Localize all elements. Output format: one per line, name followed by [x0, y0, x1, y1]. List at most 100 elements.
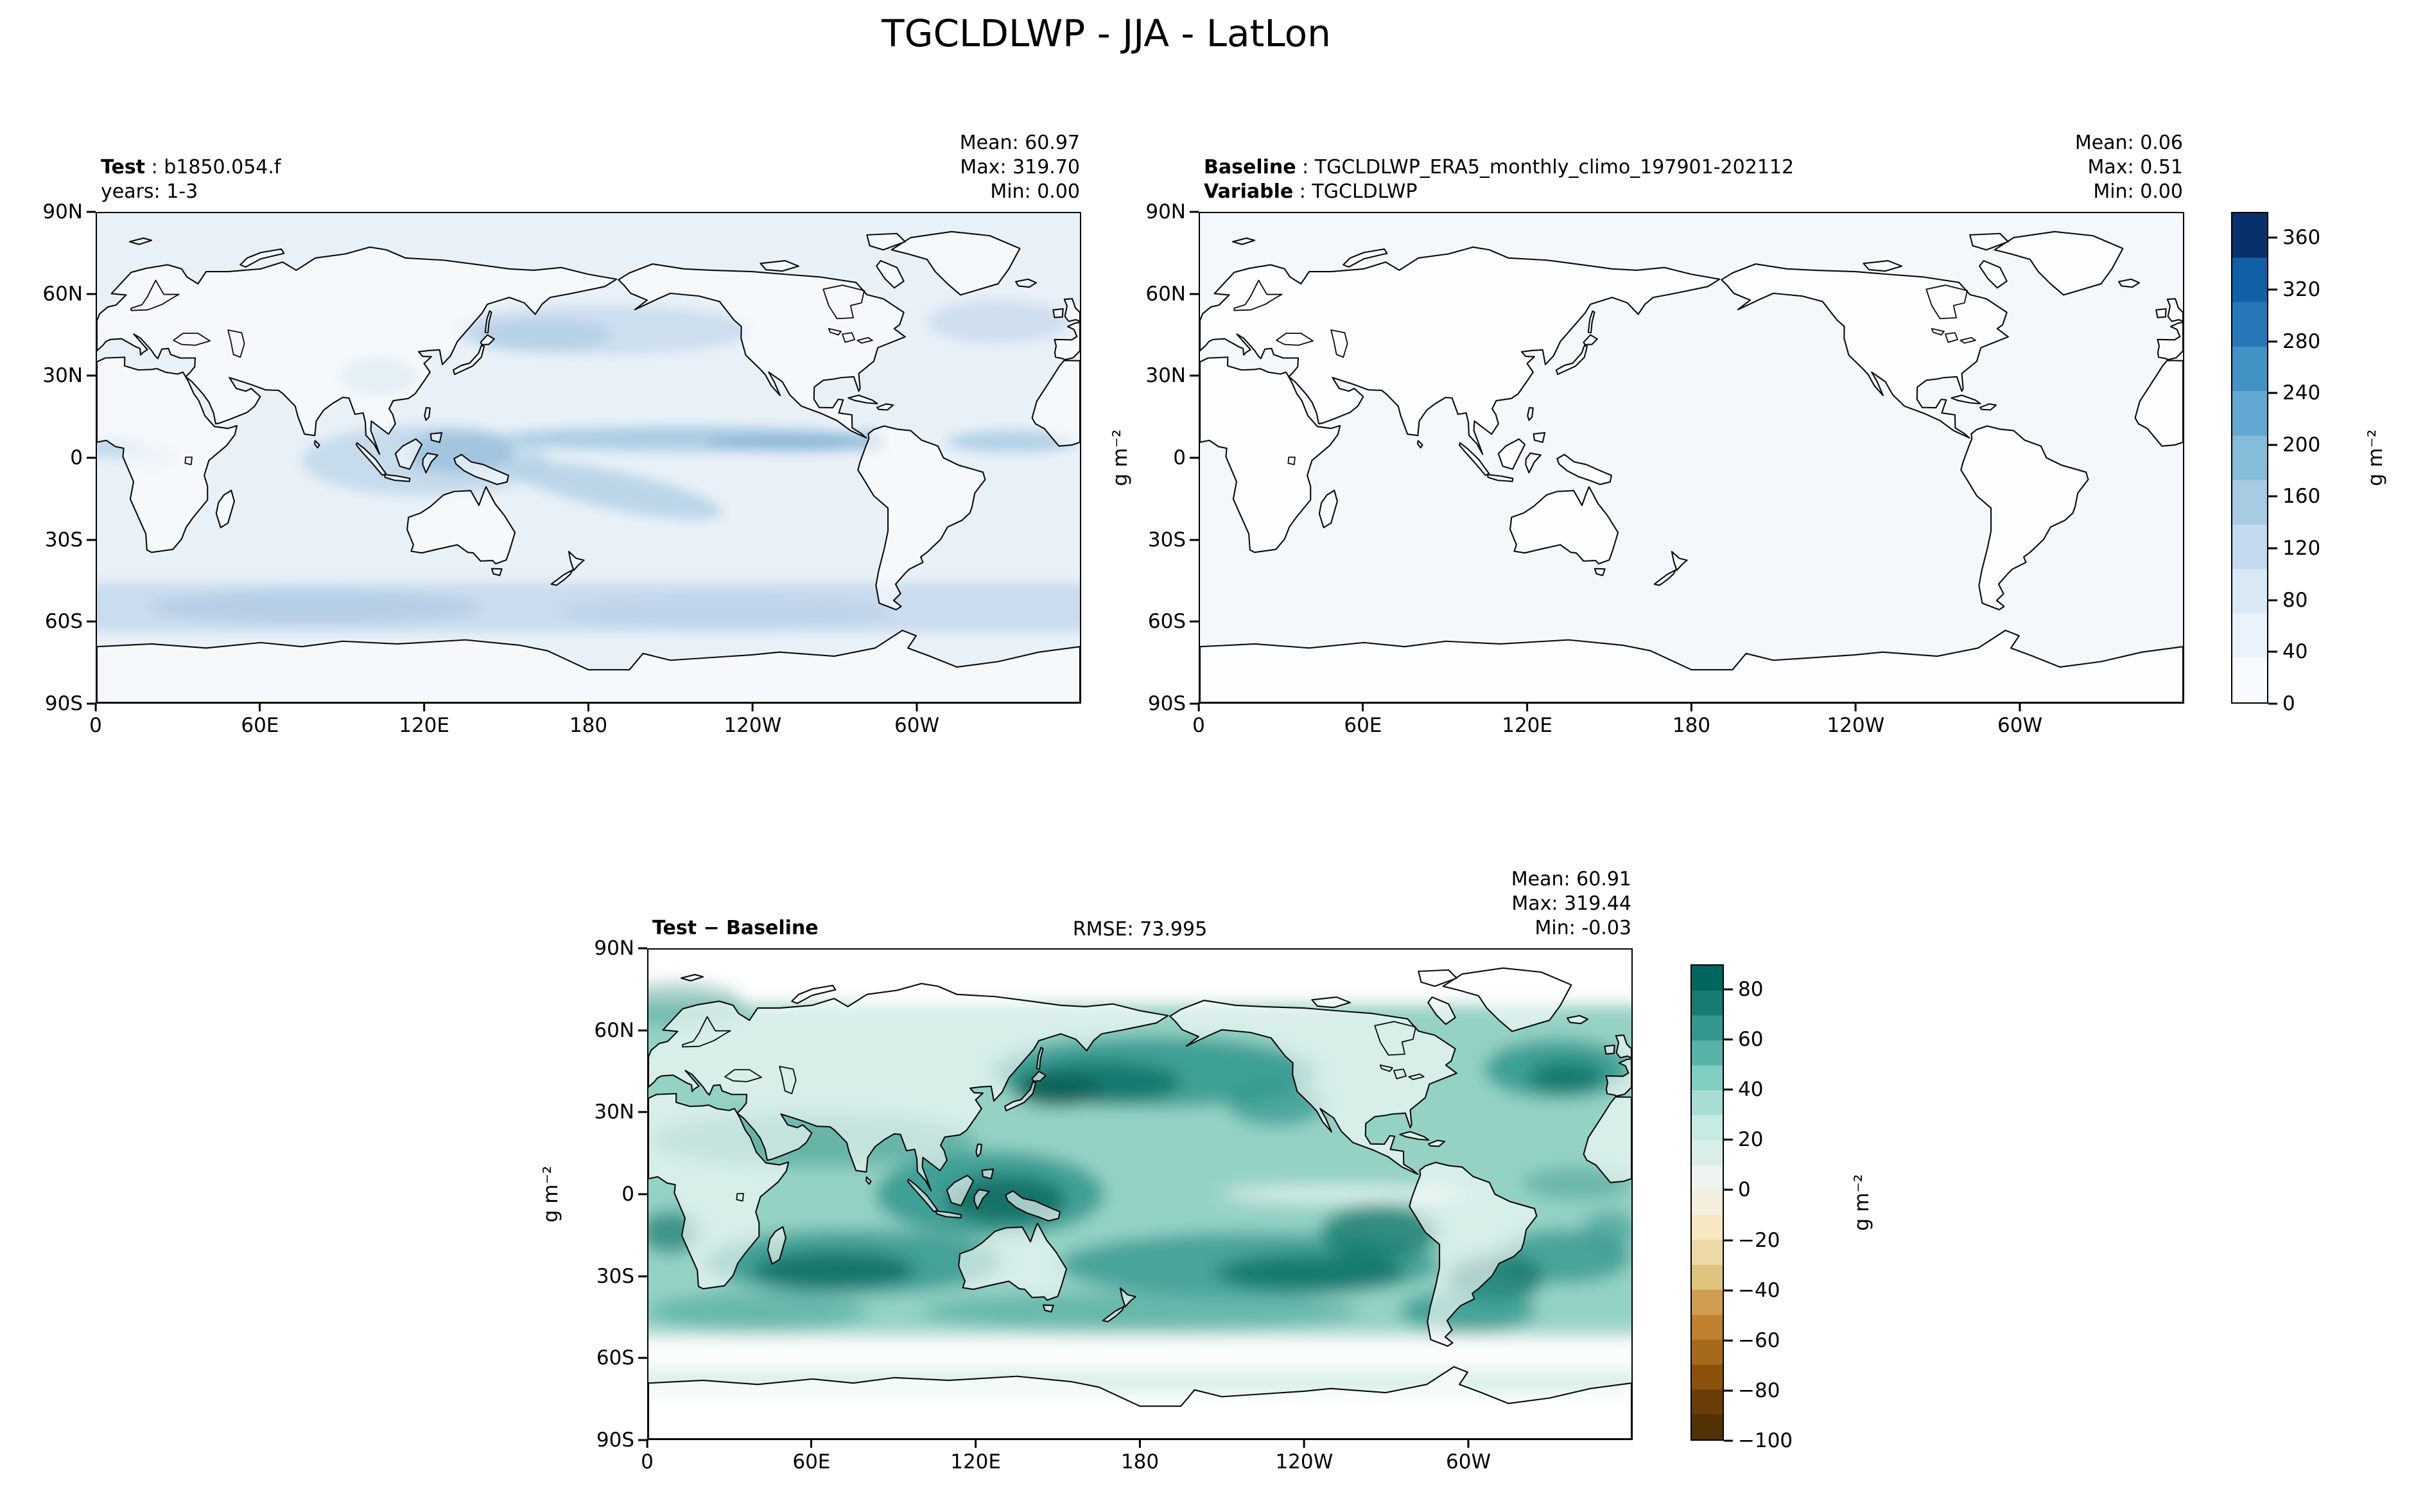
tick-label: 60S [1147, 610, 1186, 634]
panel-diff-rmse: RMSE: 73.995 [1072, 918, 1208, 941]
tick-label: 0 [621, 1183, 634, 1206]
panel-baseline: Baseline : TGCLDLWP_ERA5_monthly_climo_1… [1145, 132, 2184, 737]
tick-label: −20 [1738, 1228, 1780, 1252]
tick-label: 60 [1738, 1028, 1764, 1052]
baseline-variable-line: Variable : TGCLDLWP [1204, 180, 1794, 204]
colorbar-blues-gradient [2232, 213, 2267, 702]
stat-mean: Mean: 0.06 [2074, 132, 2183, 154]
panel-diff-stats: Mean: 60.91 Max: 319.44 Min: -0.03 [1511, 867, 1631, 941]
tick-label: 160 [2282, 485, 2321, 508]
tick-label: 0 [1192, 714, 1205, 737]
tick-label: 120E [950, 1450, 1001, 1473]
tick-label: 90S [44, 692, 83, 715]
tick-label: 60W [1997, 714, 2043, 737]
tick-label: 60W [1446, 1450, 1491, 1473]
tick-label: 30S [1147, 528, 1186, 552]
tick-label: 60N [1145, 282, 1186, 306]
tick-label: 180 [1672, 714, 1711, 737]
map-baseline [1200, 213, 2183, 702]
tick-label: 80 [2282, 588, 2308, 612]
tick-label: 40 [1738, 1078, 1764, 1102]
baseline-value: : TGCLDLWP_ERA5_monthly_climo_197901-202… [1296, 156, 1795, 178]
tick-label: 30S [44, 528, 83, 552]
tick-label: 0 [1738, 1178, 1751, 1202]
tick-label: 200 [2282, 433, 2321, 456]
tick-label: 60N [594, 1018, 634, 1042]
stat-max: Max: 319.70 [960, 156, 1080, 178]
tick-label: 90S [1147, 692, 1186, 715]
tick-label: 360 [2282, 226, 2321, 250]
stat-mean: Mean: 60.91 [1511, 868, 1631, 891]
tick-label: 180 [569, 714, 608, 737]
stat-mean: Mean: 60.97 [959, 132, 1080, 154]
tick-label: 60S [44, 610, 83, 634]
tick-label: 280 [2282, 329, 2321, 353]
tick-label: 120 [2282, 537, 2321, 560]
panel-baseline-header: Baseline : TGCLDLWP_ERA5_monthly_climo_1… [1204, 155, 1794, 204]
tick-label: 120W [724, 714, 782, 737]
panel-diff: Test − Baseline RMSE: 73.995 Mean: 60.91… [594, 868, 1633, 1473]
colorbar-brbg: 80 60 40 20 0 −20 −40 −60 −80 −100 [1690, 964, 1793, 1452]
years-value: years: 1-3 [101, 180, 198, 203]
tick-label: 180 [1120, 1450, 1160, 1473]
tick-label: 30N [1145, 364, 1186, 388]
tick-label: 0 [2282, 692, 2295, 715]
tick-label: 20 [1738, 1128, 1764, 1152]
tick-label: 90S [596, 1429, 634, 1452]
tick-label: 120W [1827, 714, 1885, 737]
stat-max: Max: 0.51 [2087, 156, 2183, 178]
tick-label: 120W [1275, 1450, 1334, 1473]
tick-label: 60S [596, 1346, 634, 1370]
panel-test-header: Test : b1850.054.f years: 1-3 [101, 155, 281, 204]
tick-label: −80 [1738, 1378, 1780, 1402]
variable-label: Variable [1204, 180, 1294, 203]
tick-label: 120E [1502, 714, 1552, 737]
tick-label: 40 [2282, 640, 2308, 664]
stat-min: Min: 0.00 [990, 180, 1080, 203]
panel-test: Test : b1850.054.f years: 1-3 Mean: 60.9… [42, 132, 1081, 737]
tick-label: −40 [1738, 1278, 1780, 1302]
test-label: Test [101, 156, 146, 178]
test-value: : b1850.054.f [145, 156, 281, 178]
tick-label: 30N [594, 1100, 634, 1124]
tick-label: 0 [641, 1450, 654, 1473]
tick-label: −60 [1738, 1328, 1780, 1352]
tick-label: 60E [241, 714, 279, 737]
panel-test-stats: Mean: 60.97 Max: 319.70 Min: 0.00 [960, 131, 1080, 204]
tick-label: 0 [1173, 446, 1186, 469]
test-years-line: years: 1-3 [101, 180, 281, 204]
tick-label: 320 [2282, 277, 2321, 301]
tick-label: −100 [1738, 1429, 1793, 1452]
tick-label: 30N [42, 364, 83, 388]
stat-min: Min: 0.00 [2093, 180, 2183, 203]
tick-label: 120E [399, 714, 449, 737]
baseline-name-line: Baseline : TGCLDLWP_ERA5_monthly_climo_1… [1204, 155, 1794, 180]
map-diff [648, 950, 1631, 1439]
tick-label: 0 [70, 446, 83, 469]
panel-baseline-stats: Mean: 0.06 Max: 0.51 Min: 0.00 [2075, 131, 2183, 204]
tick-label: 90N [42, 200, 83, 223]
baseline-label: Baseline [1204, 156, 1296, 178]
tick-label: 90N [1145, 200, 1186, 223]
tick-label: 60E [1344, 714, 1382, 737]
colorbar-blues: 360 320 280 240 200 160 120 80 40 0 [2231, 212, 2320, 715]
tick-label: 240 [2282, 381, 2321, 405]
tick-label: 90N [594, 937, 634, 960]
stat-min: Min: -0.03 [1534, 917, 1632, 939]
tick-label: 60E [792, 1450, 831, 1473]
colorbar-brbg-gradient [1692, 966, 1723, 1439]
tick-label: 30S [596, 1264, 634, 1288]
filled-contours-test [97, 300, 1080, 632]
test-name-line: Test : b1850.054.f [101, 155, 281, 180]
variable-value: : TGCLDLWP [1293, 180, 1418, 203]
panel-diff-title: Test − Baseline [652, 916, 819, 941]
map-test [97, 213, 1080, 702]
diff-title-text: Test − Baseline [652, 917, 819, 939]
tick-label: 60N [42, 282, 83, 306]
figure-title: TGCLDLWP - JJA - LatLon [882, 12, 1331, 55]
tick-label: 60W [894, 714, 940, 737]
tick-label: 80 [1738, 978, 1764, 1002]
tick-label: 0 [89, 714, 102, 737]
stat-max: Max: 319.44 [1511, 892, 1631, 915]
